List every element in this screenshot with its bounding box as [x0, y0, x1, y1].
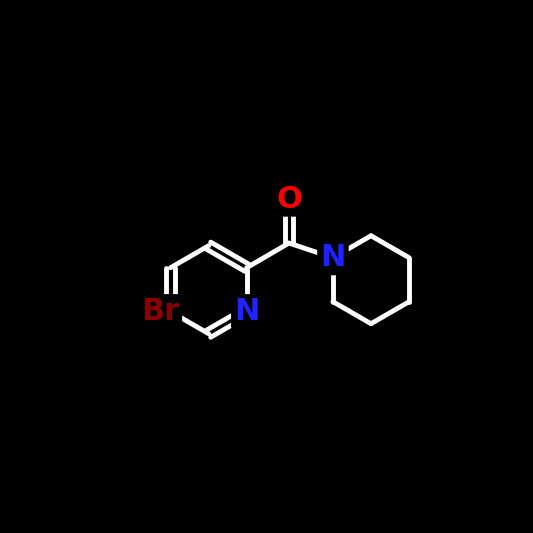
Text: O: O [276, 184, 302, 214]
Text: N: N [234, 297, 260, 326]
Text: N: N [320, 243, 345, 272]
Text: Br: Br [141, 297, 179, 326]
